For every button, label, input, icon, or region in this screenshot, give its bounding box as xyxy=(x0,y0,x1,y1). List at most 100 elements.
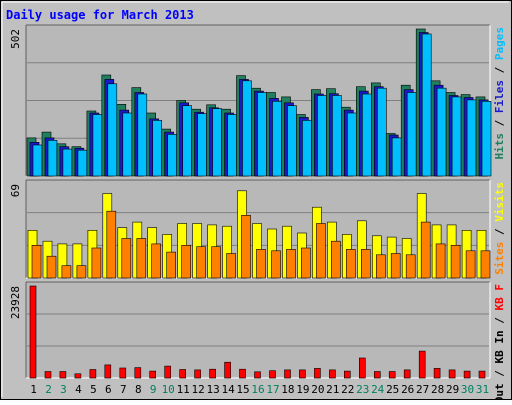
legend-separator: / xyxy=(493,311,506,331)
bar-sites-day-29 xyxy=(450,245,461,279)
x-tick-label: 29 xyxy=(446,383,459,396)
bar-sites-day-5 xyxy=(91,247,102,279)
legend-visits-sites: Sites / Visits xyxy=(493,182,506,275)
bar-sites-day-17 xyxy=(271,250,281,279)
bar-pages-day-8 xyxy=(137,93,148,177)
x-tick-label: 17 xyxy=(266,383,279,396)
x-tick-label: 26 xyxy=(401,383,414,396)
x-tick-label: 6 xyxy=(105,383,112,396)
bar-sites-day-2 xyxy=(46,255,57,279)
bar-sites-day-23 xyxy=(360,249,371,279)
bar-kb-f-day-27 xyxy=(418,350,426,379)
x-tick-label: 25 xyxy=(386,383,399,396)
bar-sites-day-3 xyxy=(61,265,72,279)
bar-kb-f-day-15 xyxy=(239,368,246,379)
bar-kb-f-day-3 xyxy=(59,371,67,379)
bar-pages-day-21 xyxy=(332,95,342,177)
bar-pages-day-11 xyxy=(182,105,192,177)
bar-kb-f-day-29 xyxy=(448,369,456,379)
bar-sites-day-14 xyxy=(226,253,236,279)
bar-kb-f-day-17 xyxy=(269,370,276,379)
bar-sites-day-1 xyxy=(31,245,42,279)
bar-sites-day-10 xyxy=(166,251,176,279)
bar-sites-day-26 xyxy=(405,254,416,279)
x-tick-label: 19 xyxy=(296,383,309,396)
legend-item: Sites xyxy=(493,242,506,275)
bar-pages-day-15 xyxy=(242,80,252,177)
bar-pages-day-12 xyxy=(197,113,207,177)
bar-kb-f-day-13 xyxy=(209,368,216,379)
legend-item: Files xyxy=(493,80,506,113)
legend-item: Pages xyxy=(493,27,506,60)
bar-sites-day-18 xyxy=(286,249,296,279)
bar-sites-day-19 xyxy=(301,247,311,279)
bar-kb-f-day-30 xyxy=(463,370,471,379)
x-tick-label: 18 xyxy=(281,383,294,396)
legend-separator: / xyxy=(493,113,506,133)
bar-kb-f-day-23 xyxy=(358,357,366,379)
bar-sites-day-11 xyxy=(181,245,191,279)
bar-sites-day-7 xyxy=(121,238,132,279)
x-tick-label: 5 xyxy=(90,383,97,396)
legend-separator: / xyxy=(493,364,506,384)
x-tick-label: 1 xyxy=(30,383,37,396)
bar-kb-f-day-6 xyxy=(104,364,112,379)
bar-kb-f-day-25 xyxy=(388,371,396,379)
bar-pages-day-28 xyxy=(436,87,447,177)
legend-item: KB In xyxy=(493,330,506,363)
bar-kb-f-day-21 xyxy=(329,369,336,379)
bar-kb-f-day-8 xyxy=(134,367,142,379)
x-tick-label: 16 xyxy=(251,383,264,396)
bar-sites-day-15 xyxy=(241,215,251,279)
bar-kb-f-day-28 xyxy=(433,368,441,379)
bar-pages-day-1 xyxy=(32,144,43,177)
bar-sites-day-27 xyxy=(420,221,431,279)
x-tick-label: 14 xyxy=(221,383,235,396)
x-tick-label: 9 xyxy=(150,383,157,396)
legend-item: KB F xyxy=(493,284,506,311)
y-max-label: 69 xyxy=(9,184,22,197)
bar-sites-day-6 xyxy=(106,210,117,279)
legend-hits-files-pages: Hits / Files / Pages xyxy=(493,27,506,160)
bar-sites-day-21 xyxy=(331,240,341,279)
x-tick-label: 15 xyxy=(236,383,249,396)
bar-kb-f-day-7 xyxy=(119,367,127,379)
bar-pages-day-19 xyxy=(302,120,312,177)
bar-sites-day-13 xyxy=(211,246,221,279)
legend-separator: / xyxy=(493,60,506,80)
bar-pages-day-24 xyxy=(376,87,387,177)
bar-pages-day-26 xyxy=(406,92,417,177)
x-tick-label: 3 xyxy=(60,383,67,396)
bar-pages-day-10 xyxy=(167,134,177,177)
bar-sites-day-12 xyxy=(196,246,206,279)
bar-sites-day-30 xyxy=(465,250,476,279)
bar-pages-day-31 xyxy=(481,101,492,177)
x-tick-label: 22 xyxy=(341,383,354,396)
bar-pages-day-16 xyxy=(257,92,267,177)
bar-pages-day-25 xyxy=(391,137,402,177)
bar-kb-f-day-14 xyxy=(224,361,231,379)
bar-pages-day-29 xyxy=(451,96,462,177)
bar-kb-f-day-5 xyxy=(89,369,97,379)
bar-pages-day-3 xyxy=(62,148,73,177)
y-max-label: 23928 xyxy=(9,286,22,319)
legend-item: KB Out xyxy=(493,383,506,400)
bar-kb-f-day-10 xyxy=(164,365,171,379)
x-tick-label: 24 xyxy=(371,383,385,396)
bar-pages-day-18 xyxy=(287,105,297,177)
x-tick-label: 30 xyxy=(461,383,474,396)
bar-pages-day-4 xyxy=(77,149,88,177)
bar-pages-day-20 xyxy=(317,95,327,177)
bar-pages-day-7 xyxy=(122,112,133,177)
bar-kb-f-day-18 xyxy=(284,369,291,379)
x-tick-label: 7 xyxy=(120,383,127,396)
x-tick-label: 23 xyxy=(356,383,369,396)
bar-sites-day-8 xyxy=(136,238,147,279)
bar-kb-f-day-2 xyxy=(44,371,52,379)
bar-pages-day-23 xyxy=(361,93,372,177)
legend-kbytes: KB Out / KB In / KB F xyxy=(493,284,506,400)
x-tick-label: 27 xyxy=(416,383,429,396)
x-tick-label: 12 xyxy=(191,383,204,396)
